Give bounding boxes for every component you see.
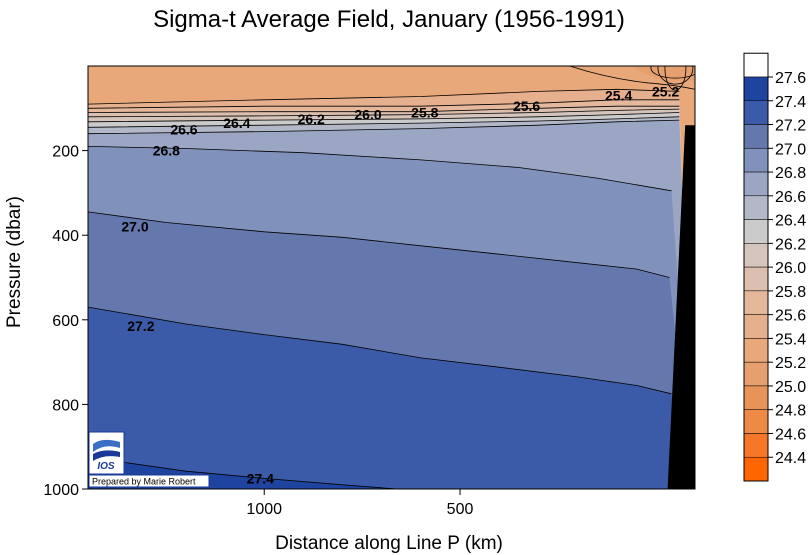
x-axis: 1000 500 bbox=[246, 489, 473, 518]
logo-wave-icon bbox=[93, 450, 120, 461]
contour-line bbox=[88, 108, 680, 118]
legend-swatch bbox=[743, 219, 769, 244]
legend-swatch bbox=[743, 385, 769, 410]
contour-line bbox=[650, 66, 695, 79]
legend-label: 27.0 bbox=[775, 141, 806, 158]
contour-line bbox=[88, 146, 672, 192]
y-axis-label: Pressure (dbar) bbox=[4, 196, 25, 328]
contour-label: 25.8 bbox=[411, 105, 438, 121]
legend-label: 24.8 bbox=[775, 403, 806, 420]
legend-swatch bbox=[743, 338, 769, 363]
contour-line bbox=[88, 116, 680, 128]
legend-label: 26.8 bbox=[775, 165, 806, 182]
legend-swatch bbox=[743, 314, 769, 339]
contour-line bbox=[88, 105, 680, 113]
legend-label: 26.4 bbox=[775, 213, 806, 230]
legend-label: 25.2 bbox=[775, 355, 806, 372]
y-tick-label: 800 bbox=[52, 397, 79, 414]
legend-label: 27.6 bbox=[775, 70, 806, 87]
legend-label: 25.0 bbox=[775, 379, 806, 396]
legend-label: 26.6 bbox=[775, 189, 806, 206]
legend-swatch bbox=[743, 171, 769, 197]
credit-text: Prepared by Marie Robert bbox=[92, 477, 196, 487]
ios-logo: IOS bbox=[88, 431, 125, 475]
legend-label: 25.6 bbox=[775, 308, 806, 325]
contour-label: 25.6 bbox=[513, 98, 540, 114]
y-tick-label: 200 bbox=[52, 144, 79, 161]
legend-swatch bbox=[743, 290, 769, 315]
contour-line bbox=[88, 456, 398, 489]
contour-label: 25.4 bbox=[605, 88, 632, 104]
legend-swatch bbox=[743, 124, 769, 149]
contour-label: 26.4 bbox=[223, 115, 250, 131]
legend-label: 27.2 bbox=[775, 118, 806, 135]
credit-frame bbox=[88, 474, 210, 488]
legend-label: 26.0 bbox=[775, 260, 806, 277]
logo-text: IOS bbox=[97, 461, 115, 472]
contour-band bbox=[88, 307, 689, 489]
bathymetry-shape bbox=[667, 125, 695, 489]
contour-line bbox=[88, 99, 680, 109]
contour-labels: 25.2 25.4 25.6 25.8 26.0 26.2 26.4 26.6 26.8 27.0… bbox=[121, 83, 679, 486]
x-tick-label: 500 bbox=[447, 501, 474, 518]
contour-label: 27.0 bbox=[121, 219, 148, 235]
legend-swatch bbox=[743, 243, 769, 268]
plot-frame bbox=[87, 65, 696, 490]
contour-label: 26.0 bbox=[354, 107, 381, 123]
legend-swatch bbox=[743, 409, 769, 434]
legend-label: 25.4 bbox=[775, 331, 806, 348]
contour-line bbox=[88, 306, 672, 395]
legend-swatch bbox=[743, 52, 769, 78]
x-axis-label: Distance along Line P (km) bbox=[275, 533, 503, 554]
contour-line bbox=[88, 112, 680, 123]
contour-label: 26.2 bbox=[298, 111, 325, 127]
legend-swatch bbox=[743, 266, 769, 292]
contour-label: 26.8 bbox=[153, 143, 180, 159]
contour-label: 27.4 bbox=[247, 470, 274, 486]
legend-swatch bbox=[743, 148, 769, 173]
legend-swatch bbox=[743, 456, 769, 482]
contour-fills bbox=[88, 66, 695, 489]
legend-label: 24.4 bbox=[775, 450, 806, 467]
plot-area: 25.2 25.4 25.6 25.8 26.0 26.2 26.4 26.6 26.8 27.0… bbox=[88, 66, 695, 489]
legend-swatch bbox=[743, 100, 769, 125]
legend-label: 25.8 bbox=[775, 284, 806, 301]
contour-line bbox=[88, 88, 680, 105]
legend-swatch bbox=[743, 76, 769, 102]
contour-line bbox=[88, 119, 680, 135]
contour-band bbox=[632, 66, 695, 81]
legend-label: 24.6 bbox=[775, 426, 806, 443]
contour-line bbox=[657, 66, 694, 85]
contour-label: 26.6 bbox=[170, 121, 197, 137]
x-tick-label: 1000 bbox=[246, 501, 282, 518]
contour-lines bbox=[88, 66, 695, 489]
logo-wave-icon bbox=[93, 439, 120, 452]
legend-swatch bbox=[743, 433, 769, 458]
bathymetry-mask bbox=[667, 125, 695, 489]
contour-line bbox=[88, 211, 670, 278]
contour-line bbox=[569, 66, 695, 90]
legend-swatch bbox=[743, 361, 769, 387]
legend-swatch bbox=[743, 195, 769, 220]
contour-label: 25.2 bbox=[652, 83, 679, 99]
legend-label: 27.4 bbox=[775, 94, 806, 111]
legend-label: 26.2 bbox=[775, 236, 806, 253]
y-tick-label: 600 bbox=[52, 313, 79, 330]
chart-title: Sigma-t Average Field, January (1956-199… bbox=[153, 6, 625, 33]
contour-label: 27.2 bbox=[127, 318, 154, 334]
y-axis: 200 400 600 800 1000 bbox=[43, 144, 88, 499]
legend: 27.6 27.4 27.2 27.0 26.8 26.6 26.4 26.2 26.0 25.8… bbox=[743, 52, 806, 482]
y-tick-label: 400 bbox=[52, 228, 79, 245]
credit-box: Prepared by Marie Robert bbox=[88, 474, 210, 488]
contour-line bbox=[664, 66, 687, 91]
y-tick-label: 1000 bbox=[43, 482, 79, 499]
